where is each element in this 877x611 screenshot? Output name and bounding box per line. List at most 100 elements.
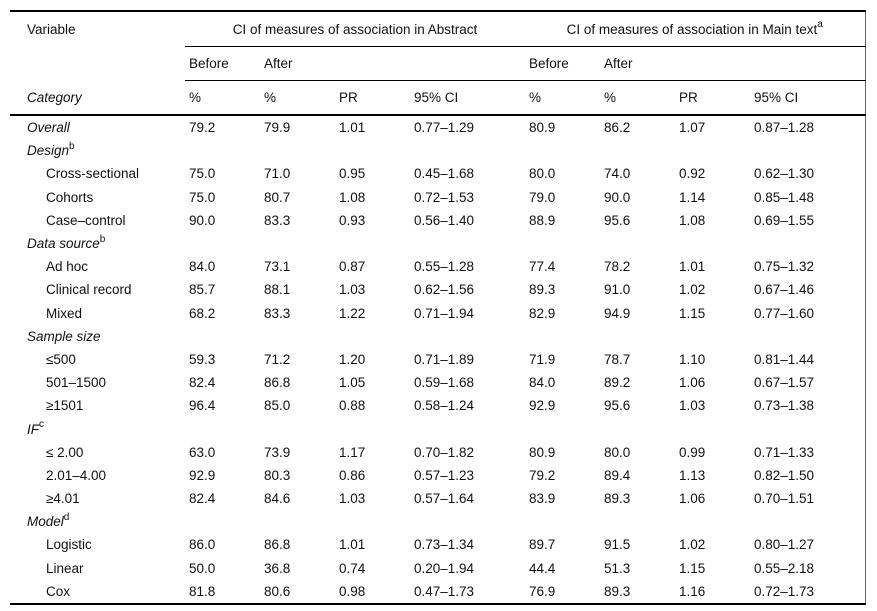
maintext-footnote-marker: a bbox=[817, 19, 823, 30]
table-row: ≥1501 96.4 85.0 0.88 0.58–1.24 92.9 95.6 1.03 0.… bbox=[10, 394, 865, 417]
value-cell bbox=[260, 417, 335, 440]
value-cell: 0.77–1.60 bbox=[754, 305, 815, 321]
value-cell: 1.02 bbox=[679, 282, 706, 298]
value-cell: 75.0 bbox=[189, 189, 216, 205]
value-cell: 71.9 bbox=[529, 351, 556, 367]
value-cell bbox=[750, 510, 865, 533]
value-cell: 44.4 bbox=[529, 560, 556, 576]
maintext-before-header: Before bbox=[525, 46, 600, 81]
value-cell: 1.22 bbox=[339, 305, 366, 321]
row-label: IFc bbox=[27, 419, 44, 437]
value-cell bbox=[600, 139, 675, 162]
value-cell bbox=[675, 232, 750, 255]
abstract-group-header: CI of measures of association in Abstrac… bbox=[185, 11, 525, 47]
value-cell: 0.81–1.44 bbox=[754, 351, 815, 367]
value-cell: 0.87 bbox=[339, 259, 366, 275]
table-row: Cox 81.8 80.6 0.98 0.47–1.73 76.9 89.3 1.16 0.72… bbox=[10, 580, 865, 604]
maintext-group-label: CI of measures of association in Main te… bbox=[566, 21, 818, 37]
value-cell: 80.6 bbox=[264, 583, 291, 599]
value-cell: 88.1 bbox=[264, 282, 291, 298]
value-cell: 0.98 bbox=[339, 583, 366, 599]
value-cell: 1.08 bbox=[679, 212, 706, 228]
footnote-marker: b bbox=[99, 233, 106, 245]
value-cell bbox=[525, 510, 600, 533]
value-cell bbox=[185, 417, 260, 440]
value-cell: 82.9 bbox=[529, 305, 556, 321]
value-cell: 1.17 bbox=[339, 444, 366, 460]
table-container: Variable CI of measures of association i… bbox=[10, 10, 866, 605]
value-cell bbox=[525, 325, 600, 348]
value-cell: 0.56–1.40 bbox=[414, 212, 475, 228]
value-cell: 92.9 bbox=[529, 398, 556, 414]
value-cell: 1.03 bbox=[339, 491, 366, 507]
value-cell: 79.2 bbox=[189, 120, 216, 136]
value-cell: 89.3 bbox=[604, 583, 631, 599]
value-cell: 96.4 bbox=[189, 398, 216, 414]
value-cell: 79.0 bbox=[529, 189, 556, 205]
value-cell: 80.0 bbox=[604, 444, 631, 460]
value-cell: 36.8 bbox=[264, 560, 291, 576]
value-cell: 76.9 bbox=[529, 583, 556, 599]
variable-header: Variable bbox=[27, 21, 76, 37]
value-cell: 82.4 bbox=[189, 375, 216, 391]
value-cell: 80.0 bbox=[529, 166, 556, 182]
value-cell: 88.9 bbox=[529, 212, 556, 228]
value-cell: 0.71–1.89 bbox=[414, 351, 475, 367]
value-cell: 1.06 bbox=[679, 375, 706, 391]
value-cell: 1.20 bbox=[339, 351, 366, 367]
table-row: Mixed 68.2 83.3 1.22 0.71–1.94 82.9 94.9 1.15 0.… bbox=[10, 302, 865, 325]
value-cell: 95.6 bbox=[604, 212, 631, 228]
table-body: Overall 79.2 79.9 1.01 0.77–1.29 80.9 86.2 1.07… bbox=[10, 115, 865, 604]
value-cell bbox=[185, 510, 260, 533]
value-cell bbox=[260, 139, 335, 162]
value-cell: 81.8 bbox=[189, 583, 216, 599]
value-cell bbox=[185, 232, 260, 255]
value-cell bbox=[600, 510, 675, 533]
value-cell: 0.99 bbox=[679, 444, 706, 460]
value-cell: 84.0 bbox=[529, 375, 556, 391]
value-cell: 89.4 bbox=[604, 467, 631, 483]
ci-association-table: Variable CI of measures of association i… bbox=[10, 10, 866, 605]
row-label: Modeld bbox=[27, 511, 70, 530]
value-cell: 82.4 bbox=[189, 491, 216, 507]
value-cell: 0.72–1.53 bbox=[414, 189, 475, 205]
value-cell bbox=[335, 510, 410, 533]
value-cell: 0.59–1.68 bbox=[414, 375, 475, 391]
value-cell: 1.15 bbox=[679, 305, 706, 321]
value-cell: 77.4 bbox=[529, 259, 556, 275]
value-cell: 85.7 bbox=[189, 282, 216, 298]
section-row: Designb bbox=[10, 139, 865, 162]
value-cell: 86.2 bbox=[604, 120, 631, 136]
value-cell: 92.9 bbox=[189, 467, 216, 483]
value-cell: 89.2 bbox=[604, 375, 631, 391]
spacer-cell bbox=[410, 46, 525, 81]
row-label: ≥1501 bbox=[46, 398, 84, 414]
value-cell: 78.7 bbox=[604, 351, 631, 367]
value-cell: 1.01 bbox=[339, 120, 366, 136]
section-row: Modeld bbox=[10, 510, 865, 533]
value-cell: 0.70–1.51 bbox=[754, 491, 815, 507]
value-cell: 86.8 bbox=[264, 375, 291, 391]
section-row: Data sourceb bbox=[10, 232, 865, 255]
table-row: 501–1500 82.4 86.8 1.05 0.59–1.68 84.0 89.2 1.0… bbox=[10, 371, 865, 394]
table-row: Linear 50.0 36.8 0.74 0.20–1.94 44.4 51.3 1.15 0… bbox=[10, 557, 865, 580]
value-cell bbox=[750, 417, 865, 440]
value-cell: 51.3 bbox=[604, 560, 631, 576]
value-cell bbox=[675, 139, 750, 162]
row-label: Ad hoc bbox=[46, 259, 89, 275]
value-cell bbox=[335, 325, 410, 348]
footnote-marker: b bbox=[69, 140, 75, 152]
table-row: ≤ 2.00 63.0 73.9 1.17 0.70–1.82 80.9 80.0 0.99 0… bbox=[10, 441, 865, 464]
table-row: ≥4.01 82.4 84.6 1.03 0.57–1.64 83.9 89.3 1.06 0.… bbox=[10, 487, 865, 510]
value-cell: 74.0 bbox=[604, 166, 631, 182]
value-cell bbox=[675, 510, 750, 533]
value-cell: 90.0 bbox=[604, 189, 631, 205]
value-cell: 0.92 bbox=[679, 166, 706, 182]
value-cell bbox=[335, 417, 410, 440]
value-cell bbox=[600, 325, 675, 348]
value-cell: 0.20–1.94 bbox=[414, 560, 475, 576]
value-cell bbox=[525, 232, 600, 255]
value-cell: 0.87–1.28 bbox=[754, 120, 815, 136]
abstract-before-header: Before bbox=[185, 46, 260, 81]
